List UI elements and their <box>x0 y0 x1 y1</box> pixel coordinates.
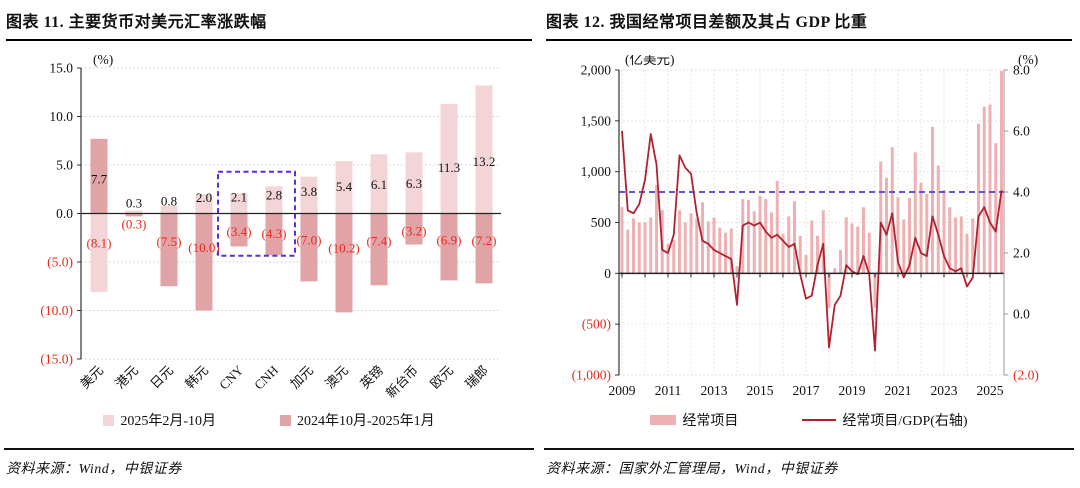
svg-text:瑞郎: 瑞郎 <box>462 363 491 392</box>
svg-text:2.8: 2.8 <box>266 187 282 202</box>
svg-text:韩元: 韩元 <box>182 363 211 392</box>
svg-text:(15.0): (15.0) <box>40 352 73 367</box>
svg-text:(3.2): (3.2) <box>402 223 427 238</box>
svg-text:0: 0 <box>604 266 611 281</box>
svg-text:1,000: 1,000 <box>581 164 612 179</box>
svg-text:(6.9): (6.9) <box>437 232 462 247</box>
svg-text:2023: 2023 <box>931 383 958 398</box>
svg-text:(7.5): (7.5) <box>157 234 182 249</box>
svg-text:港元: 港元 <box>112 363 141 392</box>
svg-text:新台币: 新台币 <box>383 363 421 401</box>
svg-text:2.0: 2.0 <box>1013 246 1030 261</box>
svg-text:0.0: 0.0 <box>1013 307 1030 322</box>
svg-text:(0.3): (0.3) <box>122 216 147 231</box>
legend-item-current-account: 经常项目 <box>650 410 738 430</box>
svg-text:15.0: 15.0 <box>49 61 73 76</box>
legend-swatch-line <box>802 419 837 421</box>
figure-11-panel: 图表 11. 主要货币对美元汇率涨跌幅 15.0 10.0 5.0 0.0 (5.0) (… <box>4 6 534 488</box>
figure-11-source: 资料来源：Wind，中银证券 <box>4 448 534 488</box>
svg-text:(2.0): (2.0) <box>1013 368 1039 383</box>
svg-text:(%): (%) <box>1018 55 1038 67</box>
currency-vs-usd-bar-chart: 15.0 10.0 5.0 0.0 (5.0) (10.0) (15.0) (%) 7.7 (8.… <box>40 55 501 401</box>
figure-11-legend: 2025年2月-10月 2024年10月-2025年1月 <box>4 407 534 433</box>
legend-item-ca-gdp-ratio: 经常项目/GDP(右轴) <box>802 410 968 430</box>
svg-text:(10.0): (10.0) <box>188 240 219 255</box>
svg-text:13.2: 13.2 <box>473 154 496 169</box>
figure-12-legend: 经常项目 经常项目/GDP(右轴) <box>544 407 1074 433</box>
svg-text:2015: 2015 <box>747 383 774 398</box>
legend-swatch-light-pink <box>103 414 115 426</box>
svg-text:(8.1): (8.1) <box>87 235 112 250</box>
svg-text:2013: 2013 <box>701 383 728 398</box>
svg-text:2019: 2019 <box>839 383 866 398</box>
svg-text:2.1: 2.1 <box>231 190 247 205</box>
svg-text:0.3: 0.3 <box>126 195 142 210</box>
svg-text:1,500: 1,500 <box>581 113 612 128</box>
svg-text:7.7: 7.7 <box>91 172 108 187</box>
svg-text:0.0: 0.0 <box>56 206 73 221</box>
svg-text:(10.2): (10.2) <box>328 240 359 255</box>
svg-text:2021: 2021 <box>885 383 912 398</box>
legend-item-period-2024: 2024年10月-2025年1月 <box>280 410 435 430</box>
svg-text:500: 500 <box>591 215 612 230</box>
svg-text:2017: 2017 <box>793 383 820 398</box>
svg-text:(4.3): (4.3) <box>262 226 287 241</box>
legend-label: 2025年2月-10月 <box>120 414 216 429</box>
svg-text:8.0: 8.0 <box>1013 63 1030 78</box>
legend-swatch-bar <box>650 415 677 425</box>
figure-12-source: 资料来源：国家外汇管理局，Wind，中银证券 <box>544 448 1074 488</box>
svg-text:3.8: 3.8 <box>301 184 317 199</box>
svg-text:(%): (%) <box>93 55 113 67</box>
svg-text:2.0: 2.0 <box>196 190 212 205</box>
legend-item-period-2025: 2025年2月-10月 <box>103 410 216 430</box>
svg-text:(1,000): (1,000) <box>572 368 611 383</box>
figure-12-panel: 图表 12. 我国经常项目差额及其占 GDP 比重 2,000 1,500 1,00… <box>540 0 1080 488</box>
svg-text:日元: 日元 <box>147 363 176 392</box>
svg-text:(10.0): (10.0) <box>40 303 73 318</box>
svg-text:5.0: 5.0 <box>56 158 73 173</box>
figure-11-title: 图表 11. 主要货币对美元汇率涨跌幅 <box>6 6 532 41</box>
svg-text:6.3: 6.3 <box>406 176 422 191</box>
svg-text:欧元: 欧元 <box>427 363 456 392</box>
svg-text:美元: 美元 <box>77 363 106 392</box>
current-account-bar-line-chart: 2,000 1,500 1,000 500 0 (500) (1,000) 8.0 6.0 4.0… <box>572 55 1039 398</box>
svg-text:CNY: CNY <box>216 362 246 392</box>
svg-text:2011: 2011 <box>655 383 682 398</box>
svg-text:10.0: 10.0 <box>49 109 73 124</box>
figure-12-title: 图表 12. 我国经常项目差额及其占 GDP 比重 <box>546 6 1072 41</box>
svg-text:(亿美元): (亿美元) <box>625 55 675 67</box>
legend-label: 经常项目/GDP(右轴) <box>842 414 968 429</box>
svg-text:6.1: 6.1 <box>371 177 387 192</box>
svg-text:(7.4): (7.4) <box>367 234 392 249</box>
svg-text:(7.0): (7.0) <box>297 233 322 248</box>
svg-text:(5.0): (5.0) <box>47 255 73 270</box>
svg-text:2009: 2009 <box>609 383 636 398</box>
svg-text:英镑: 英镑 <box>357 363 386 392</box>
svg-text:加元: 加元 <box>287 363 316 392</box>
svg-text:澳元: 澳元 <box>322 363 351 392</box>
legend-label: 2024年10月-2025年1月 <box>297 414 435 429</box>
svg-text:5.4: 5.4 <box>336 179 353 194</box>
svg-text:0.8: 0.8 <box>161 194 177 209</box>
svg-text:CNH: CNH <box>251 363 281 393</box>
legend-label: 经常项目 <box>682 414 739 429</box>
svg-text:4.0: 4.0 <box>1013 185 1030 200</box>
svg-text:(500): (500) <box>582 317 611 332</box>
legend-swatch-dark-pink <box>280 414 291 426</box>
svg-text:2,000: 2,000 <box>581 63 612 78</box>
svg-text:(3.4): (3.4) <box>227 224 252 239</box>
svg-text:6.0: 6.0 <box>1013 124 1030 139</box>
svg-text:11.3: 11.3 <box>438 160 460 175</box>
svg-text:(7.2): (7.2) <box>472 233 497 248</box>
svg-text:2025: 2025 <box>977 383 1004 398</box>
